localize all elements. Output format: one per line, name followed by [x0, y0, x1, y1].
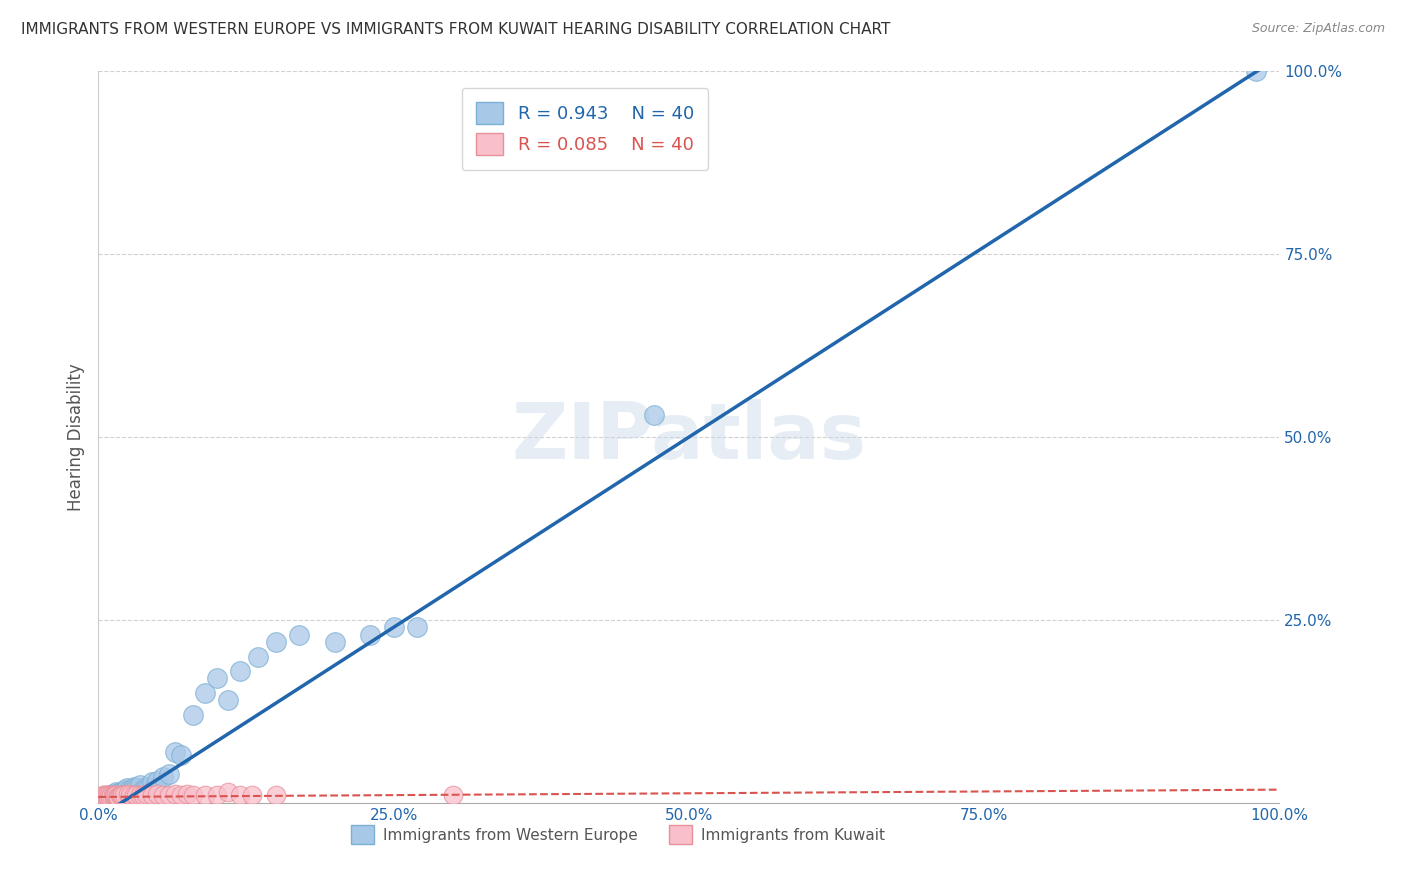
Point — [288, 627, 311, 641]
Point — [96, 789, 118, 803]
Y-axis label: Hearing Disability: Hearing Disability — [66, 363, 84, 511]
Point — [406, 620, 429, 634]
Point — [108, 787, 131, 801]
Point — [157, 789, 180, 803]
Point — [152, 789, 174, 803]
Point — [105, 785, 128, 799]
Point — [103, 789, 125, 803]
Point — [128, 789, 150, 803]
Point — [229, 789, 252, 803]
Point — [217, 785, 239, 799]
Point — [136, 781, 159, 796]
Point — [98, 789, 121, 804]
Text: Source: ZipAtlas.com: Source: ZipAtlas.com — [1251, 22, 1385, 36]
Point — [165, 787, 187, 801]
Point — [112, 782, 135, 797]
Point — [157, 766, 180, 780]
Point — [115, 781, 138, 796]
Point — [104, 789, 127, 803]
Point — [264, 635, 287, 649]
Point — [143, 780, 166, 794]
Point — [111, 785, 134, 799]
Point — [107, 786, 129, 800]
Point — [94, 789, 117, 803]
Point — [170, 748, 193, 763]
Point — [132, 782, 155, 797]
Point — [93, 792, 115, 806]
Point — [135, 787, 157, 801]
Point — [107, 789, 129, 804]
Point — [132, 789, 155, 803]
Point — [264, 789, 287, 803]
Point — [117, 787, 139, 801]
Point — [112, 789, 135, 803]
Point — [135, 780, 157, 794]
Point — [91, 789, 114, 803]
Text: ZIPatlas: ZIPatlas — [512, 399, 866, 475]
Point — [229, 664, 252, 678]
Point — [181, 789, 204, 803]
Point — [146, 773, 169, 788]
Point — [217, 693, 239, 707]
Point — [176, 787, 198, 801]
Point — [120, 789, 142, 803]
Point — [122, 780, 145, 794]
Point — [100, 789, 122, 803]
Point — [141, 789, 163, 803]
Point — [181, 708, 204, 723]
Point — [170, 789, 193, 803]
Point — [125, 789, 148, 803]
Point — [98, 789, 121, 803]
Point — [240, 789, 263, 803]
Point — [205, 672, 228, 686]
Point — [194, 686, 217, 700]
Point — [122, 789, 145, 803]
Point — [323, 635, 346, 649]
Point — [152, 770, 174, 784]
Point — [111, 789, 134, 803]
Point — [108, 789, 131, 803]
Legend: Immigrants from Western Europe, Immigrants from Kuwait: Immigrants from Western Europe, Immigran… — [346, 819, 891, 850]
Point — [97, 789, 120, 804]
Point — [643, 408, 665, 422]
Point — [125, 781, 148, 796]
Text: IMMIGRANTS FROM WESTERN EUROPE VS IMMIGRANTS FROM KUWAIT HEARING DISABILITY CORR: IMMIGRANTS FROM WESTERN EUROPE VS IMMIGR… — [21, 22, 890, 37]
Point — [194, 789, 217, 803]
Point — [118, 782, 141, 797]
Point — [1244, 64, 1267, 78]
Point — [205, 789, 228, 803]
Point — [103, 789, 125, 803]
Point — [105, 789, 128, 804]
Point — [93, 789, 115, 803]
Point — [128, 778, 150, 792]
Point — [97, 789, 120, 804]
Point — [121, 784, 143, 798]
Point — [101, 789, 124, 803]
Point — [359, 627, 381, 641]
Point — [246, 649, 269, 664]
Point — [141, 775, 163, 789]
Point — [98, 789, 121, 803]
Point — [382, 620, 405, 634]
Point — [165, 745, 187, 759]
Point — [110, 789, 132, 803]
Point — [441, 789, 464, 803]
Point — [146, 787, 169, 801]
Point — [101, 787, 124, 801]
Point — [105, 789, 128, 803]
